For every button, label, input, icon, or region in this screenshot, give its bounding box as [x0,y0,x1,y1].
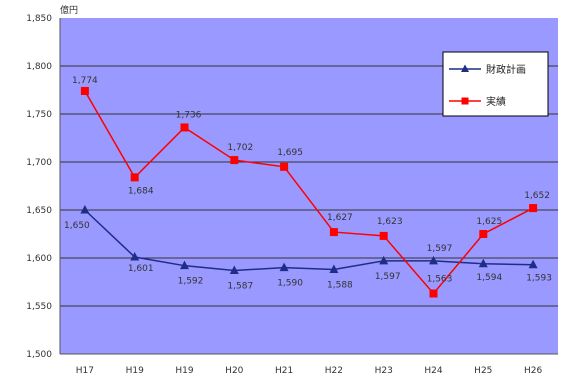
data-point-marker [279,262,289,272]
data-point-marker [478,258,488,268]
data-point-marker [180,123,189,132]
data-point-marker [130,252,140,261]
y-tick-label: 1,500 [26,350,52,360]
series-line [84,90,534,295]
legend-label: 実績 [486,95,506,108]
data-point-marker [379,255,389,265]
data-point-marker [429,289,438,298]
data-label: 1,601 [128,264,154,274]
data-point-marker [379,231,388,240]
data-label: 1,590 [277,279,303,289]
x-tick-label: H23 [375,366,393,376]
data-label: 1,623 [377,217,403,227]
y-tick-label: 1,650 [26,206,52,216]
data-label: 1,592 [178,277,204,287]
x-tick-label: H26 [524,366,542,376]
data-label: 1,593 [526,274,552,284]
y-tick-label: 1,600 [26,254,52,264]
data-label: 1,625 [476,217,502,227]
data-point-marker [479,230,488,238]
data-point-marker [329,228,338,237]
data-point-marker [528,259,538,269]
data-point-marker [80,86,89,95]
data-label: 1,563 [427,275,453,285]
data-point-marker [429,255,438,265]
data-label: 1,597 [427,244,453,254]
data-label: 1,652 [524,191,550,201]
x-tick-label: H24 [424,366,442,376]
legend-label: 財政計画 [486,63,526,76]
series-line [84,209,534,272]
data-label: 1,684 [128,186,154,196]
data-label: 1,588 [327,281,353,291]
y-tick-label: 1,800 [26,62,52,72]
y-axis: 1,500 1,550 1,600 1,650 1,700 1,750 1,800 1,850 [26,14,61,360]
data-label: 1,695 [277,148,303,158]
x-tick-label: H19 [175,366,193,376]
data-point-marker [130,173,139,182]
data-point-marker [230,156,239,165]
legend-box [442,51,549,117]
data-point-marker [180,260,189,270]
x-axis: H17 H19 H19 H20 H21 H22 H23 H24 H25 H26 [60,353,558,376]
data-label: 1,774 [72,76,98,86]
data-point-marker [329,264,339,274]
data-labels: 1,650 1,601 1,592 1,587 1,590 1,588 1,597 1,597… [64,76,552,292]
data-point-marker [529,204,538,213]
x-tick-label: H19 [126,366,144,376]
y-tick-label: 1,750 [26,110,52,120]
x-tick-label: H20 [225,366,243,376]
data-point-marker [229,265,239,274]
data-label: 1,594 [476,273,502,283]
x-tick-label: H25 [474,366,492,376]
data-point-marker [80,205,90,214]
data-label: 1,650 [64,221,90,231]
legend-marker [461,64,469,72]
data-point-marker [280,162,289,171]
y-tick-label: 1,550 [26,302,52,312]
data-label: 1,736 [176,110,202,120]
data-label: 1,627 [327,213,353,223]
data-label: 1,587 [227,281,253,291]
x-tick-label: H22 [325,366,343,376]
x-tick-label: H21 [275,366,293,376]
legend-marker [461,97,469,105]
data-label: 1,702 [227,143,253,153]
data-label: 1,597 [375,272,401,282]
y-tick-label: 1,700 [26,158,52,168]
series-lines [80,86,538,298]
y-tick-label: 1,850 [26,14,52,24]
y-unit-label: 億円 [60,4,78,16]
x-tick-label: H17 [76,366,94,376]
